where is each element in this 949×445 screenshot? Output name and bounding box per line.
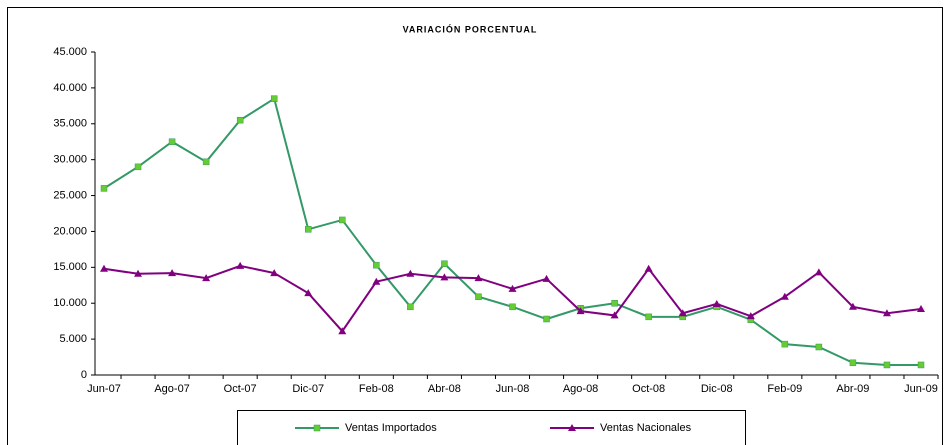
data-point — [270, 269, 279, 277]
data-point — [849, 359, 857, 367]
chart-frame — [7, 7, 943, 445]
y-tick-label: 10.000 — [53, 297, 87, 309]
y-tick-label: 5.000 — [59, 333, 87, 345]
data-point — [746, 312, 755, 320]
x-tick-label: Dic-08 — [701, 383, 733, 395]
data-point — [372, 277, 381, 285]
data-point — [270, 95, 278, 102]
data-point — [917, 361, 925, 369]
data-point — [611, 299, 618, 307]
legend-marker — [568, 424, 576, 431]
data-point — [441, 260, 448, 267]
data-point — [236, 261, 245, 269]
data-point — [475, 293, 482, 301]
data-point — [917, 304, 925, 312]
data-point — [304, 289, 313, 297]
x-tick-label: Abr-08 — [428, 383, 461, 395]
data-point — [644, 264, 653, 272]
data-point — [543, 315, 550, 323]
x-tick-label: Jun-07 — [87, 383, 121, 395]
data-point — [406, 269, 415, 277]
data-point — [678, 309, 687, 317]
legend-label: Ventas Nacionales — [600, 422, 692, 434]
x-tick-label: Feb-08 — [359, 383, 394, 395]
data-point — [168, 138, 176, 145]
y-tick-label: 45.000 — [53, 46, 87, 58]
data-point — [610, 311, 619, 319]
data-point — [509, 303, 516, 311]
chart-title: VARIACIÓN PORCENTUAL — [403, 23, 538, 34]
data-point — [508, 284, 517, 292]
data-point — [202, 274, 211, 282]
legend-label: Ventas Importados — [345, 422, 437, 434]
x-tick-label: Ago-08 — [563, 383, 598, 395]
data-point — [168, 269, 177, 277]
data-point — [848, 302, 857, 310]
data-point — [645, 313, 652, 321]
data-point — [712, 299, 721, 307]
data-point — [474, 274, 483, 282]
x-tick-label: Oct-07 — [224, 383, 257, 395]
y-tick-label: 30.000 — [53, 154, 87, 166]
data-point — [576, 307, 585, 315]
y-tick-label: 20.000 — [53, 225, 87, 237]
x-tick-label: Feb-09 — [767, 383, 802, 395]
data-point — [134, 269, 143, 277]
data-point — [339, 216, 346, 224]
x-tick-label: Jun-09 — [904, 383, 938, 395]
data-point — [373, 261, 380, 269]
data-point — [338, 327, 347, 335]
data-point — [814, 268, 823, 276]
y-tick-label: 0 — [81, 369, 87, 381]
x-tick-label: Oct-08 — [632, 383, 665, 395]
x-tick-label: Dic-07 — [292, 383, 324, 395]
y-tick-label: 40.000 — [53, 82, 87, 94]
x-tick-label: Jun-08 — [496, 383, 530, 395]
data-point — [815, 343, 823, 351]
y-tick-label: 25.000 — [53, 189, 87, 201]
data-point — [780, 292, 789, 300]
data-point — [440, 273, 449, 281]
x-tick-label: Ago-07 — [154, 383, 189, 395]
data-point — [781, 340, 789, 348]
data-point — [305, 226, 312, 233]
y-tick-label: 15.000 — [53, 261, 87, 273]
x-tick-label: Abr-09 — [836, 383, 869, 395]
data-point — [882, 309, 891, 317]
data-point — [883, 361, 891, 369]
data-point — [202, 158, 210, 166]
data-point — [100, 264, 108, 272]
data-point — [236, 116, 244, 124]
legend-marker — [313, 424, 321, 432]
data-point — [100, 185, 108, 192]
data-point — [134, 163, 142, 171]
y-tick-label: 35.000 — [53, 118, 87, 130]
data-point — [407, 303, 414, 311]
data-point — [542, 274, 551, 282]
